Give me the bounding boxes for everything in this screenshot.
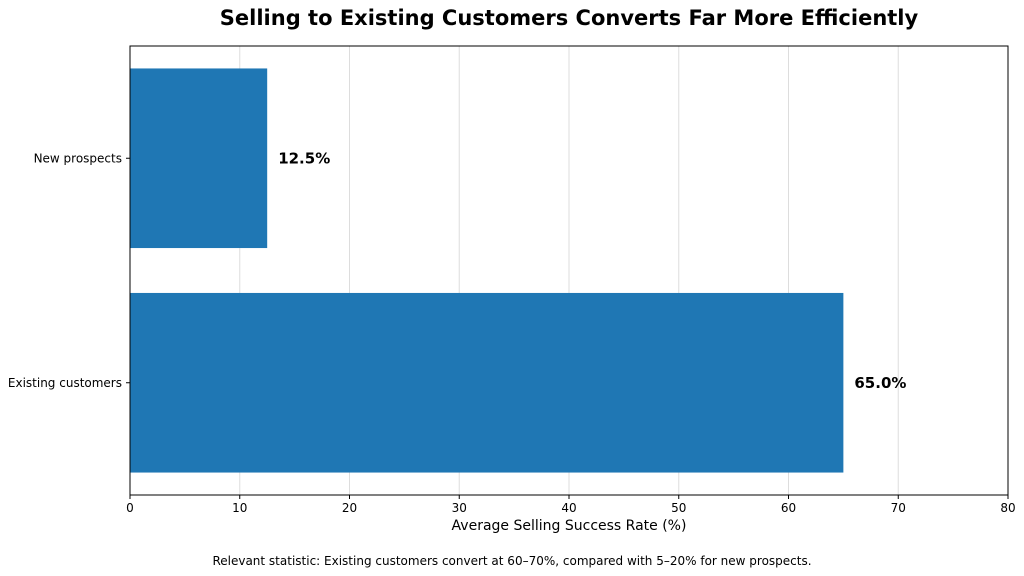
x-tick-label: 70: [891, 501, 906, 515]
bar: [130, 292, 844, 473]
x-tick-label: 50: [671, 501, 686, 515]
x-tick-label: 80: [1000, 501, 1015, 515]
x-tick-label: 20: [342, 501, 357, 515]
x-tick-label: 0: [126, 501, 134, 515]
bar: [130, 68, 268, 249]
y-tick-label: New prospects: [34, 151, 122, 165]
x-tick-label: 10: [232, 501, 247, 515]
chart-title: Selling to Existing Customers Converts F…: [220, 6, 919, 30]
x-tick-label: 40: [561, 501, 576, 515]
x-tick-label: 30: [452, 501, 467, 515]
footnote: Relevant statistic: Existing customers c…: [212, 554, 811, 568]
data-label: 65.0%: [854, 374, 906, 392]
x-tick-label: 60: [781, 501, 796, 515]
y-axis-ticks: New prospects Existing customers: [8, 151, 130, 390]
data-label: 12.5%: [278, 149, 330, 167]
y-tick-label: Existing customers: [8, 376, 122, 390]
bars: [130, 68, 844, 473]
data-labels: 12.5% 65.0%: [278, 149, 906, 392]
x-axis-label: Average Selling Success Rate (%): [452, 518, 687, 534]
x-axis-ticks: 0 10 20 30 40 50 60 70 80: [126, 495, 1016, 515]
